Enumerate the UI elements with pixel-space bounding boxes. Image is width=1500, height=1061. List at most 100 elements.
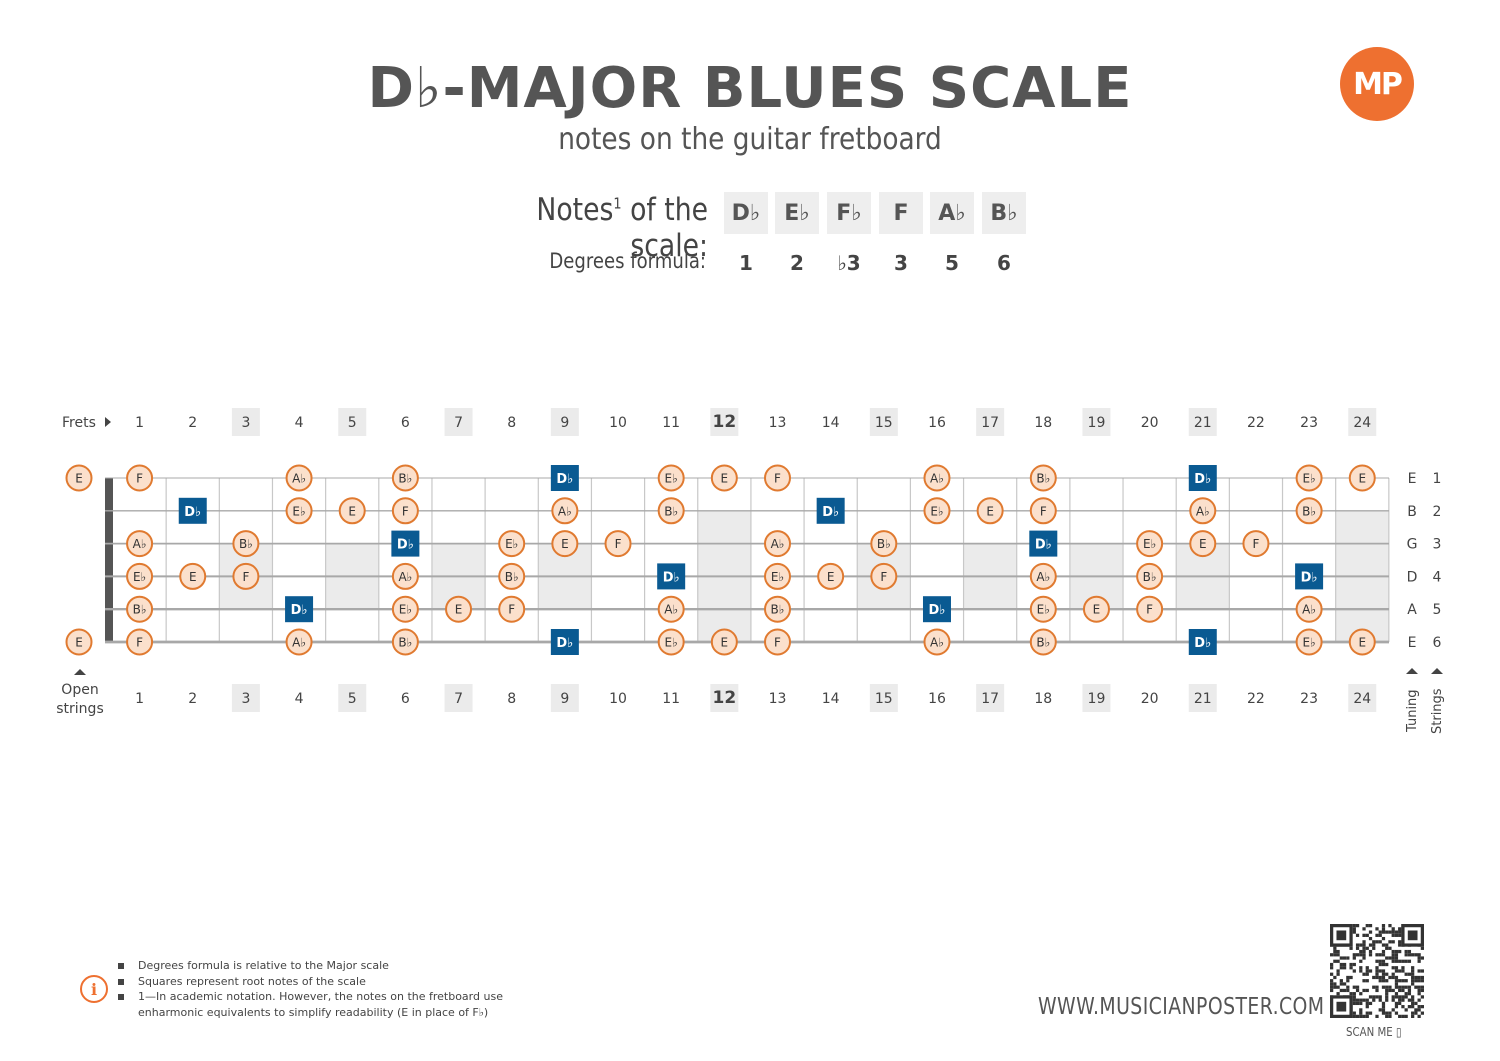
qr-module [1362,953,1366,957]
qr-module [1365,966,1369,970]
fret-number: 15 [875,691,893,707]
qr-module [1407,959,1412,963]
qr-module [1385,988,1389,993]
qr-module [1407,998,1412,1002]
qr-module [1342,988,1347,993]
root-note-marker [550,629,579,655]
qr-module [1378,953,1382,957]
note-marker [498,595,526,623]
note-label: F [402,504,409,518]
note-marker [65,628,93,656]
qr-module [1398,940,1402,944]
note-marker [870,530,898,558]
qr-module [1391,933,1395,937]
qr-module [1375,959,1379,963]
fret-number: 3 [241,415,250,431]
fret-number: 4 [295,415,304,431]
fret-number: 18 [1034,691,1052,707]
qr-module [1388,930,1392,934]
fret-number: 16 [928,415,946,431]
qr-module [1355,985,1360,989]
qr-module [1355,943,1360,947]
scale-note: A♭ [930,192,974,234]
scale-degree: 6 [997,251,1011,275]
root-note-label: D♭ [929,603,946,618]
fret-number-highlight [976,684,1005,712]
qr-module [1391,949,1395,954]
qr-module [1378,940,1382,944]
note-marker [1029,464,1057,492]
note-label: B♭ [505,570,519,584]
qr-module [1391,998,1395,1002]
qr-module [1420,946,1424,950]
open-strings-label: Open [61,682,98,698]
qr-module [1391,995,1395,999]
qr-module [1404,985,1408,989]
qr-module [1359,953,1363,957]
website-link[interactable]: WWW.MUSICIANPOSTER.COM [1038,994,1325,1020]
qr-module [1378,998,1382,1002]
qr-module [1349,962,1353,967]
qr-module [1333,982,1337,986]
qr-module [1414,985,1418,989]
qr-module [1355,1001,1360,1006]
qr-module [1411,998,1415,1002]
qr-module [1346,975,1350,980]
qr-module [1368,936,1373,941]
string-number: 2 [1433,504,1442,520]
qr-module [1378,979,1382,983]
note-label: E♭ [133,570,146,584]
qr-module [1404,1008,1408,1012]
qr-module [1401,966,1405,970]
qr-module [1404,992,1408,996]
qr-module [1407,992,1412,996]
fret-number-highlight [710,684,739,712]
root-note-marker [1295,563,1324,590]
root-note-label: D♭ [291,603,308,618]
qr-module [1411,953,1415,957]
fret-number-highlight [338,408,367,436]
fret-number-highlight [869,408,898,436]
note-label: F [1252,537,1259,551]
qr-module [1385,962,1389,967]
note-marker [445,595,473,623]
note-marker [710,464,738,492]
note-label: E♭ [505,537,518,551]
qr-module [1365,1014,1369,1018]
qr-module [1394,933,1399,937]
note-label: E♭ [1037,603,1050,617]
fret-number: 6 [401,691,410,707]
fret-number: 20 [1141,691,1159,707]
note-marker [1029,628,1057,656]
tuning-note: D [1407,569,1418,585]
qr-module [1391,966,1395,970]
open-strings-label: strings [56,701,103,717]
qr-module [1362,979,1366,983]
note-marker [232,530,260,558]
fret-number: 1 [135,415,144,431]
qr-module [1349,966,1353,970]
qr-module [1368,969,1373,973]
qr-module [1336,1001,1347,1012]
note-marker [764,464,791,492]
note-marker [498,530,526,558]
qr-module [1333,953,1337,957]
qr-module [1352,969,1356,973]
note-marker [764,530,791,558]
qr-module [1407,985,1412,989]
qr-module [1339,966,1343,970]
qr-module [1411,975,1415,980]
qr-code-icon[interactable] [1330,924,1424,1018]
note-label: E [721,472,729,486]
qr-module [1417,985,1421,989]
qr-module [1375,953,1379,957]
note-label: E [75,636,83,650]
fret-number-highlight [231,408,260,436]
qr-module [1394,966,1399,970]
root-note-label: D♭ [184,505,201,520]
qr-module [1417,969,1421,973]
root-note-marker [1029,530,1058,557]
note-marker [285,464,313,492]
qr-module [1391,972,1395,976]
qr-module [1381,1008,1386,1012]
